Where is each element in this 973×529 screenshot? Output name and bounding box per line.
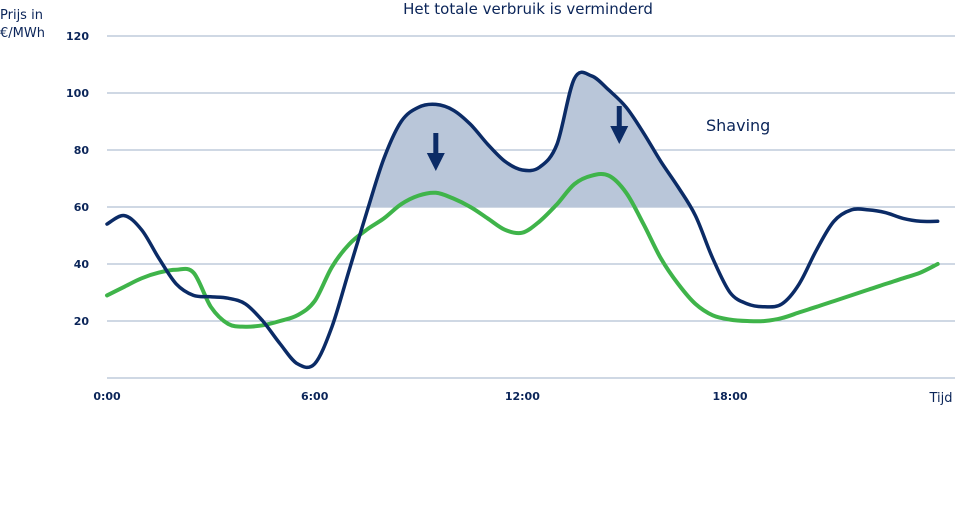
y-tick-label: 40 bbox=[74, 258, 90, 271]
chart-title: Het totale verbruik is verminderd bbox=[403, 0, 653, 18]
x-tick-labels: 0:00 6:00 12:00 18:00 bbox=[93, 390, 748, 403]
y-axis-label-line2: €/MWh bbox=[0, 26, 45, 41]
y-tick-label: 120 bbox=[66, 30, 89, 43]
y-tick-label: 60 bbox=[74, 201, 90, 214]
y-tick-label: 100 bbox=[66, 87, 89, 100]
shaving-area bbox=[368, 72, 691, 208]
series-line-shaved bbox=[105, 172, 940, 329]
x-tick-label: 0:00 bbox=[93, 390, 121, 403]
series-line-original bbox=[105, 70, 940, 370]
x-tick-label: 6:00 bbox=[301, 390, 329, 403]
down-arrow-icon bbox=[610, 106, 629, 144]
down-arrow-icon bbox=[426, 133, 445, 171]
y-axis-label-line1: Prijs in bbox=[0, 8, 43, 23]
y-tick-label: 20 bbox=[74, 315, 90, 328]
y-tick-labels: 120 100 80 60 40 20 bbox=[66, 30, 89, 328]
y-tick-label: 80 bbox=[74, 144, 90, 157]
shaving-annotation: Shaving bbox=[706, 116, 770, 135]
x-axis-label: Tijd bbox=[928, 391, 952, 406]
x-tick-label: 18:00 bbox=[713, 390, 748, 403]
x-tick-label: 12:00 bbox=[505, 390, 540, 403]
